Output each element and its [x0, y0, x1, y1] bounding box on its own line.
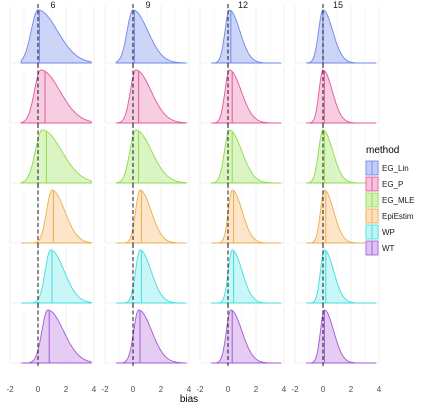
x-tick-label: 4 — [282, 385, 287, 394]
legend: method EG_Lin EG_P EG_MLE EpiEstim WP WT — [365, 145, 414, 256]
x-tick-label: 0 — [131, 385, 136, 394]
density-area — [211, 249, 282, 304]
density-area — [210, 129, 282, 184]
legend-label: EG_MLE — [382, 196, 414, 205]
text-layer: 6 9 12 15 -2 0 2 4 -2 0 2 4 -2 0 2 4 -2 0 2 4 — [6, 0, 381, 394]
reference-line-layer — [37, 4, 324, 366]
density-area — [306, 189, 377, 244]
legend-title: method — [366, 145, 399, 156]
x-tick-label: 0 — [321, 385, 326, 394]
x-tick-label: -2 — [6, 385, 14, 394]
facet-label: 12 — [238, 0, 248, 10]
density-area — [20, 9, 92, 64]
x-tick-label: 2 — [64, 385, 69, 394]
density-area — [20, 69, 92, 124]
density-area — [211, 309, 282, 364]
x-tick-label: 4 — [92, 385, 97, 394]
density-area — [21, 189, 92, 244]
x-axis-title: bias — [180, 394, 198, 405]
density-area — [306, 129, 377, 184]
density-area — [21, 309, 92, 364]
x-tick-label: 2 — [349, 385, 354, 394]
density-area — [21, 249, 92, 304]
density-area — [211, 69, 282, 124]
x-tick-label: 2 — [159, 385, 164, 394]
x-tick-label: -2 — [196, 385, 204, 394]
facet-label: 6 — [50, 0, 55, 10]
facet-label: 15 — [333, 0, 343, 10]
x-tick-label: -2 — [291, 385, 299, 394]
density-area — [306, 249, 377, 304]
x-tick-label: 0 — [36, 385, 41, 394]
x-tick-label: 4 — [377, 385, 382, 394]
density-area — [116, 309, 187, 364]
legend-label: EG_Lin — [382, 164, 409, 173]
x-tick-label: 4 — [187, 385, 192, 394]
x-tick-label: 2 — [254, 385, 259, 394]
density-area — [211, 9, 282, 64]
density-area — [20, 129, 92, 184]
legend-label: WP — [382, 228, 395, 237]
density-area — [115, 9, 187, 64]
density-layer — [20, 9, 377, 364]
legend-label: WT — [382, 244, 395, 253]
density-area — [211, 189, 282, 244]
x-tick-label: 0 — [226, 385, 231, 394]
density-area — [115, 69, 187, 124]
density-area — [116, 249, 187, 304]
density-area — [116, 189, 187, 244]
density-area — [306, 9, 377, 64]
legend-label: EG_P — [382, 180, 403, 189]
x-tick-label: -2 — [101, 385, 109, 394]
legend-label: EpiEstim — [382, 212, 414, 221]
facet-label: 9 — [145, 0, 150, 10]
density-area — [306, 309, 377, 364]
density-area — [306, 69, 377, 124]
density-area — [115, 129, 187, 184]
